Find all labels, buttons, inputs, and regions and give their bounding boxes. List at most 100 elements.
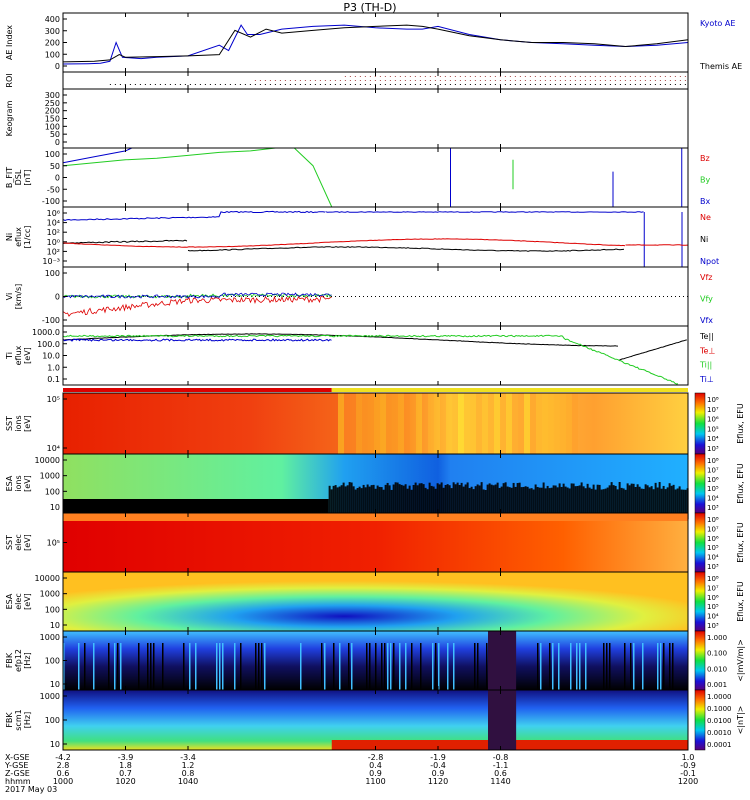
spectrogram-column <box>368 486 371 518</box>
roi-dot <box>639 80 641 81</box>
y-axis-label: [eV] <box>23 415 32 432</box>
spectrogram-column <box>234 643 236 690</box>
spectrogram-column <box>514 486 517 518</box>
roi-dot <box>494 84 496 85</box>
spectrogram-column <box>216 643 218 690</box>
colorbar-tick-label: 10⁴ <box>707 435 719 443</box>
roi-dot <box>594 84 596 85</box>
x-axis-tick-value: 0.9 <box>432 769 445 778</box>
roi-dot <box>149 84 151 85</box>
roi-dot <box>399 80 401 81</box>
spectrogram-column <box>594 489 597 521</box>
x-axis-tick-value: 0.7 <box>119 769 132 778</box>
spectrogram-column <box>108 643 110 690</box>
spectrogram-column <box>684 489 687 521</box>
y-tick-label: 10⁴ <box>47 219 60 228</box>
y-tick-label: 10 <box>50 740 60 749</box>
y-axis-label: SST <box>5 535 14 550</box>
spectrogram-column <box>556 487 559 519</box>
spectrogram-column <box>663 643 665 690</box>
roi-dot <box>629 76 631 77</box>
y-tick-label: 0 <box>55 293 60 302</box>
roi-dot <box>684 84 686 85</box>
roi-dot <box>384 84 386 85</box>
legend-entry: Te⊥ <box>699 346 715 355</box>
colorbar-tick-label: 10³ <box>707 563 719 571</box>
spectrogram-column <box>410 393 416 454</box>
spectrogram-column <box>399 643 401 690</box>
temperature-trace <box>62 338 332 342</box>
spectrogram-column <box>630 643 632 690</box>
spectrogram-column <box>435 643 437 690</box>
roi-dot <box>499 76 501 77</box>
y-axis-label: ESA <box>5 475 14 491</box>
series-line-by <box>62 147 333 208</box>
roi-dot <box>684 80 686 81</box>
y-tick-label: 10⁴ <box>47 444 60 453</box>
y-tick-label: 10.0 <box>42 352 60 361</box>
roi-dot <box>519 80 521 81</box>
spectrogram-column <box>333 643 335 690</box>
roi-dot <box>404 76 406 77</box>
roi-dot <box>114 84 116 85</box>
spectrogram-column <box>508 487 511 519</box>
spectrogram-column <box>340 485 343 517</box>
temperature-trace <box>619 339 687 361</box>
roi-dot <box>614 76 616 77</box>
roi-dot <box>344 84 346 85</box>
colorbar-tick-label: 0.001 <box>707 681 727 689</box>
roi-dot <box>384 80 386 81</box>
roi-dot <box>594 80 596 81</box>
roi-dot <box>129 84 131 85</box>
mode-status-bar <box>63 388 688 392</box>
y-axis-label: ions <box>14 415 23 431</box>
spectrogram-column <box>536 487 539 519</box>
roi-dot <box>514 84 516 85</box>
x-axis-tick-value: 1.0 <box>682 753 695 762</box>
y-tick-label: 100 <box>45 269 60 278</box>
colorbar-label: Eflux, EFU <box>736 522 745 563</box>
velocity-trace <box>62 292 332 299</box>
spectrogram-column <box>328 485 331 517</box>
roi-dot <box>639 84 641 85</box>
roi-dot <box>359 76 361 77</box>
spectrogram-column <box>339 643 341 690</box>
spectrogram-column <box>452 393 458 454</box>
spectrogram-column <box>548 393 554 454</box>
spectrogram-column <box>542 482 545 514</box>
spectrogram-column <box>540 643 542 690</box>
panel-fbk-e: FBK efp12 [Hz] 1000 100 10 1.000 0.100 0.010 0.00… <box>5 630 745 691</box>
velocity-trace <box>62 295 332 317</box>
roi-dot <box>109 84 111 85</box>
spectrogram-column <box>458 393 464 454</box>
y-axis-label: ESA <box>5 593 14 609</box>
spectrogram-column <box>657 643 659 690</box>
roi-dot <box>359 80 361 81</box>
spectrogram-column <box>486 484 489 516</box>
roi-dot <box>504 84 506 85</box>
spectrogram-column <box>486 643 488 690</box>
spectrogram-column <box>640 488 643 520</box>
spectrogram-column <box>644 484 647 516</box>
spectrogram-column <box>63 643 65 690</box>
y-tick-label: 10000 <box>35 574 60 583</box>
spectrogram-column <box>516 483 519 515</box>
y-axis-label: AE Index <box>5 25 14 60</box>
x-axis-tick-value: -3.4 <box>180 753 196 762</box>
spectrogram-column <box>444 485 447 517</box>
spectrogram-column <box>542 393 548 454</box>
spectrogram-column <box>634 487 637 519</box>
roi-dot <box>674 76 676 77</box>
spectrogram-column <box>666 487 669 519</box>
roi-dot <box>309 84 311 85</box>
roi-dot <box>444 80 446 81</box>
colorbar-tick-label: 0.0100 <box>707 717 732 725</box>
spectrogram-column <box>606 487 609 519</box>
spectrogram-column <box>454 484 457 516</box>
y-tick-label: 250 <box>45 99 60 108</box>
roi-dot <box>354 80 356 81</box>
spectrogram-column <box>596 484 599 516</box>
colorbar-label: Eflux, EFU <box>736 403 745 444</box>
